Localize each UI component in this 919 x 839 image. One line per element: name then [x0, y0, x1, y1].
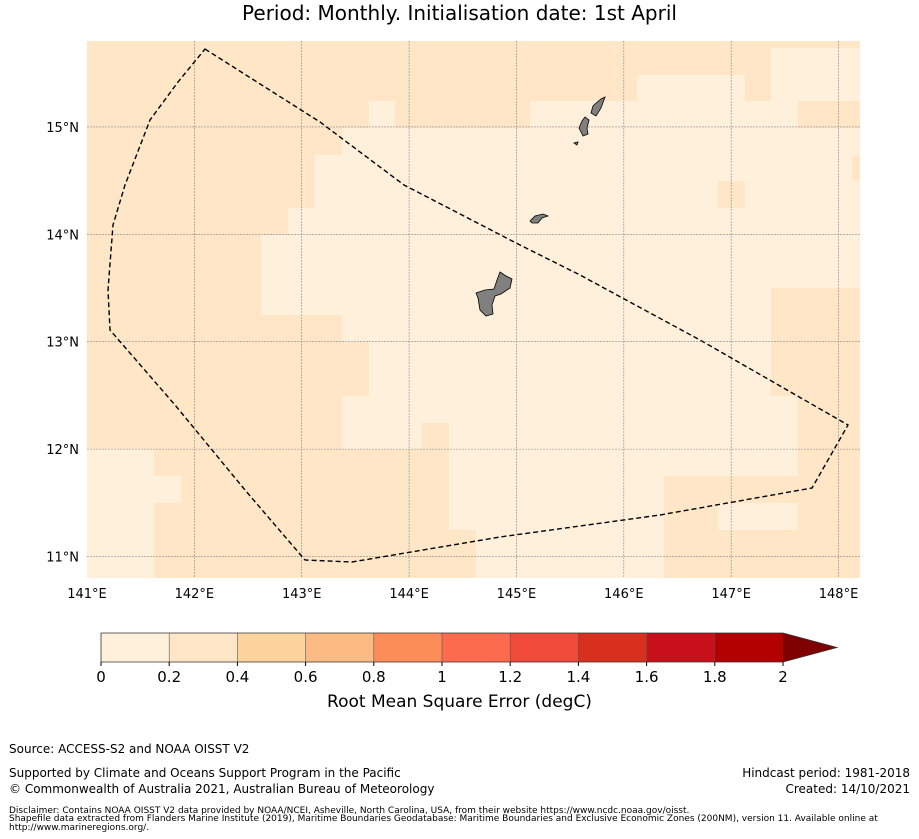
colorbar-swatch [646, 633, 715, 662]
created-date: Created: 14/10/2021 [785, 782, 910, 796]
colorbar-swatch [714, 633, 783, 662]
lon-tick-label: 144°E [389, 587, 429, 602]
colorbar-swatch [169, 633, 238, 662]
lat-tick-label: 12°N [46, 443, 79, 458]
colorbar-tick-label: 0.4 [225, 668, 249, 686]
colorbar-tick-label: 1.4 [566, 668, 590, 686]
colorbar-swatch [578, 633, 647, 662]
hindcast-period: Hindcast period: 1981-2018 [742, 766, 910, 780]
graticule [87, 41, 860, 578]
lat-tick-label: 14°N [46, 228, 79, 243]
colorbar-tick-label: 0.8 [362, 668, 386, 686]
island-tinian [578, 116, 590, 137]
colorbar-label: Root Mean Square Error (degC) [327, 692, 592, 712]
disclaimer-line-3: http://www.marineregions.org/. [9, 823, 150, 833]
colorbar-tick-label: 0 [96, 668, 106, 686]
colorbar-extend-arrow [783, 633, 837, 662]
axis-ticks: 141°E 142°E 143°E 144°E 145°E 146°E 147°E 148°E… [46, 121, 858, 602]
lat-tick-label: 13°N [46, 336, 79, 351]
eez-boundary [107, 48, 849, 563]
colorbar-tick-label: 1.6 [635, 668, 659, 686]
colorbar-swatch [305, 633, 374, 662]
lon-tick-label: 148°E [819, 587, 859, 602]
colorbar-swatch [510, 633, 579, 662]
lon-tick-label: 147°E [711, 587, 751, 602]
lon-tick-label: 146°E [604, 587, 644, 602]
colorbar-tick-label: 1.8 [703, 668, 727, 686]
lat-tick-label: 11°N [46, 551, 79, 566]
colorbar-swatch [237, 633, 306, 662]
colorbar: 0 0.2 0.4 0.6 0.8 1 1.2 1.4 1.6 1.8 2 [96, 632, 839, 686]
colorbar-tick-label: 0.6 [294, 668, 318, 686]
lon-tick-label: 143°E [282, 587, 322, 602]
islands [475, 96, 606, 317]
colorbar-tick-label: 1 [437, 668, 447, 686]
rmse-grid [87, 41, 860, 578]
colorbar-tick-label: 1.2 [498, 668, 522, 686]
island-guam [475, 271, 513, 317]
colorbar-swatch [442, 633, 511, 662]
lon-tick-label: 142°E [175, 587, 215, 602]
source-text: Source: ACCESS-S2 and NOAA OISST V2 [9, 742, 250, 756]
disclaimer-line-1: Disclaimer: Contains NOAA OISST V2 data … [9, 806, 690, 816]
disclaimer-line-2: Shapefile data extracted from Flanders M… [9, 814, 878, 824]
map-title: Period: Monthly. Initialisation date: 1s… [242, 1, 677, 25]
lon-tick-label: 145°E [497, 587, 537, 602]
lat-tick-label: 15°N [46, 121, 79, 136]
colorbar-swatch [373, 633, 442, 662]
island-aguijan [573, 141, 579, 146]
colorbar-swatch [101, 633, 170, 662]
island-rota [529, 213, 550, 224]
island-saipan [590, 96, 606, 117]
copyright-text: © Commonwealth of Australia 2021, Austra… [9, 782, 435, 796]
lon-tick-label: 141°E [67, 587, 107, 602]
colorbar-tick-label: 0.2 [157, 668, 181, 686]
support-text: Supported by Climate and Oceans Support … [9, 766, 401, 780]
colorbar-tick-label: 2 [778, 668, 788, 686]
